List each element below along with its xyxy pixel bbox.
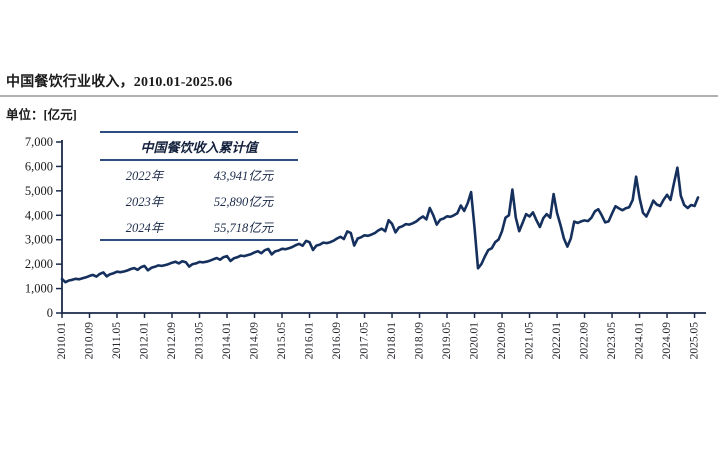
row-value-2023: 52,890亿元 xyxy=(213,194,274,209)
x-axis-tick-label: 2013.05 xyxy=(194,322,206,360)
chart-title: 中国餐饮行业收入，2010.01-2025.06 xyxy=(6,75,233,90)
inset-table-title: 中国餐饮收入累计值 xyxy=(100,133,298,161)
x-axis-tick-label: 2020.09 xyxy=(496,322,508,360)
x-axis-tick-label: 2014.01 xyxy=(221,322,233,360)
x-axis-tick-label: 2017.05 xyxy=(359,322,371,360)
y-axis-tick-label: 4,000 xyxy=(25,208,53,222)
x-axis-tick-label: 2010.09 xyxy=(84,322,96,360)
x-axis-tick-label: 2024.01 xyxy=(634,322,646,360)
row-year-2024: 2024年 xyxy=(125,220,164,235)
x-axis-tick-label: 2022.09 xyxy=(579,322,591,360)
y-axis-tick-label: 0 xyxy=(47,306,53,320)
x-axis-tick-label: 2020.01 xyxy=(469,322,481,360)
x-axis-tick-label: 2023.05 xyxy=(606,322,618,360)
title-divider-rule xyxy=(0,95,718,97)
x-axis-tick-label: 2021.05 xyxy=(524,322,536,360)
x-axis-tick-label: 2018.09 xyxy=(414,322,426,360)
x-axis-tick-label: 2015.05 xyxy=(276,322,288,360)
x-axis-tick-label: 2016.09 xyxy=(331,322,343,360)
x-axis-tick-label: 2010.01 xyxy=(56,322,68,360)
cumulative-revenue-inset-table: 中国餐饮收入累计值 2022年 43,941亿元 2023年 52,890亿元 … xyxy=(100,131,298,241)
x-axis-tick-label: 2012.09 xyxy=(166,322,178,360)
y-axis-tick-label: 5,000 xyxy=(25,184,53,198)
x-axis-tick-label: 2014.09 xyxy=(249,322,261,360)
row-value-2022: 43,941亿元 xyxy=(213,168,274,183)
x-axis-tick-label: 2024.09 xyxy=(661,322,673,360)
y-axis-tick-label: 2,000 xyxy=(25,257,53,271)
y-axis-tick-label: 3,000 xyxy=(25,233,53,247)
row-value-2024: 55,718亿元 xyxy=(213,220,274,235)
x-axis-tick-label: 2016.01 xyxy=(304,322,316,360)
x-axis-tick-label: 2018.01 xyxy=(386,322,398,360)
row-year-2022: 2022年 xyxy=(125,168,164,183)
y-axis-tick-label: 6,000 xyxy=(25,159,53,173)
x-axis-tick-label: 2011.05 xyxy=(111,322,123,359)
row-year-2023: 2023年 xyxy=(125,194,164,209)
table-row: 2023年 52,890亿元 xyxy=(100,187,298,213)
table-row: 2024年 55,718亿元 xyxy=(100,213,298,239)
x-axis-tick-label: 2022.01 xyxy=(551,322,563,360)
x-axis-tick-label: 2012.01 xyxy=(139,322,151,360)
unit-label: 单位：[亿元] xyxy=(6,108,77,122)
revenue-series-line xyxy=(60,166,700,284)
x-axis-tick-label: 2019.05 xyxy=(441,322,453,360)
table-row: 2022年 43,941亿元 xyxy=(100,161,298,187)
y-axis-tick-label: 1,000 xyxy=(25,282,53,296)
y-axis-tick-label: 7,000 xyxy=(25,135,53,149)
x-axis-tick-label: 2025.05 xyxy=(689,322,701,360)
